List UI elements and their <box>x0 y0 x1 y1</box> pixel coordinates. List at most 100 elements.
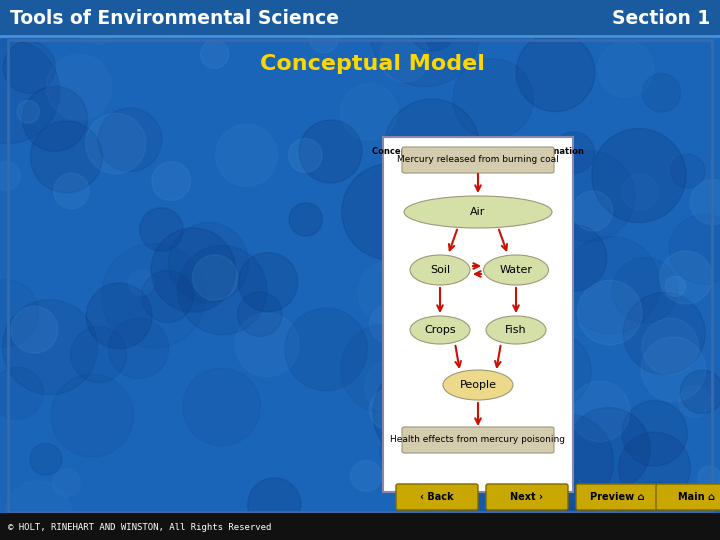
Circle shape <box>614 482 698 540</box>
Circle shape <box>299 120 362 183</box>
Circle shape <box>698 466 720 489</box>
Circle shape <box>238 292 282 336</box>
Text: Next ›: Next › <box>510 492 544 502</box>
Circle shape <box>365 359 422 415</box>
FancyBboxPatch shape <box>402 427 554 453</box>
Circle shape <box>453 59 534 139</box>
Circle shape <box>176 516 220 540</box>
Circle shape <box>0 162 20 190</box>
Circle shape <box>341 84 397 140</box>
Circle shape <box>567 408 650 491</box>
FancyBboxPatch shape <box>656 484 720 510</box>
FancyBboxPatch shape <box>0 0 720 36</box>
Circle shape <box>215 124 278 186</box>
Circle shape <box>235 313 299 377</box>
Circle shape <box>86 283 152 349</box>
Circle shape <box>562 237 660 334</box>
Circle shape <box>71 327 127 382</box>
Circle shape <box>11 306 58 353</box>
Circle shape <box>30 121 102 193</box>
FancyBboxPatch shape <box>396 484 478 510</box>
Circle shape <box>310 24 338 53</box>
Circle shape <box>425 226 488 289</box>
Text: Tools of Environmental Science: Tools of Environmental Science <box>10 9 339 28</box>
Circle shape <box>141 271 194 322</box>
Text: Soil: Soil <box>430 265 450 275</box>
Circle shape <box>0 39 60 144</box>
Ellipse shape <box>443 370 513 400</box>
Circle shape <box>53 469 81 496</box>
Circle shape <box>680 370 720 414</box>
Circle shape <box>46 54 112 120</box>
Circle shape <box>384 99 480 194</box>
Circle shape <box>669 214 720 284</box>
Text: Section 1: Section 1 <box>612 9 710 28</box>
Circle shape <box>622 401 688 466</box>
Circle shape <box>690 179 720 225</box>
Circle shape <box>516 333 591 408</box>
Circle shape <box>178 245 267 335</box>
Circle shape <box>392 343 477 427</box>
Text: People: People <box>459 380 497 390</box>
Circle shape <box>284 308 367 390</box>
Circle shape <box>518 413 613 509</box>
Circle shape <box>641 337 706 402</box>
Text: Health effects from mercury poisoning: Health effects from mercury poisoning <box>390 435 565 444</box>
Circle shape <box>379 32 429 82</box>
Circle shape <box>379 435 413 468</box>
Circle shape <box>200 40 229 69</box>
Circle shape <box>109 319 168 379</box>
Circle shape <box>51 374 134 457</box>
Text: © HOLT, RINEHART AND WINSTON, All Rights Reserved: © HOLT, RINEHART AND WINSTON, All Rights… <box>8 523 271 531</box>
Circle shape <box>679 386 711 417</box>
Circle shape <box>598 41 654 97</box>
Circle shape <box>22 86 87 151</box>
Circle shape <box>592 129 686 222</box>
Circle shape <box>54 173 89 209</box>
Circle shape <box>156 0 197 37</box>
Circle shape <box>98 108 162 172</box>
Circle shape <box>612 258 678 323</box>
Text: Conceptual Model: Conceptual Model <box>260 54 485 74</box>
Circle shape <box>671 154 705 188</box>
Text: Water: Water <box>500 265 533 275</box>
Circle shape <box>540 225 607 292</box>
Circle shape <box>369 389 411 430</box>
Circle shape <box>351 461 382 491</box>
Circle shape <box>342 164 438 260</box>
Circle shape <box>572 191 613 231</box>
Circle shape <box>74 0 120 44</box>
Circle shape <box>140 208 183 251</box>
Text: ‹ Back: ‹ Back <box>420 492 454 502</box>
Ellipse shape <box>486 316 546 344</box>
Text: Preview ⌂: Preview ⌂ <box>590 492 644 502</box>
Circle shape <box>459 264 505 310</box>
Circle shape <box>17 100 40 123</box>
Circle shape <box>581 485 653 540</box>
Circle shape <box>341 325 430 413</box>
Circle shape <box>289 203 323 236</box>
Ellipse shape <box>410 316 470 344</box>
Circle shape <box>373 360 480 467</box>
Circle shape <box>3 41 55 93</box>
Circle shape <box>359 260 423 325</box>
Text: Mercury released from burning coal: Mercury released from burning coal <box>397 156 559 165</box>
Circle shape <box>192 255 238 300</box>
Circle shape <box>102 244 206 348</box>
FancyBboxPatch shape <box>0 513 720 540</box>
Ellipse shape <box>410 255 470 285</box>
Circle shape <box>168 222 248 303</box>
Circle shape <box>30 443 62 475</box>
Circle shape <box>624 293 706 374</box>
Circle shape <box>642 318 698 375</box>
Text: Air: Air <box>470 207 486 217</box>
Circle shape <box>248 478 301 531</box>
Ellipse shape <box>404 196 552 228</box>
Circle shape <box>0 367 43 420</box>
Circle shape <box>577 280 642 345</box>
Circle shape <box>665 276 685 296</box>
Circle shape <box>516 33 595 112</box>
FancyBboxPatch shape <box>402 147 554 173</box>
Circle shape <box>408 3 456 51</box>
Circle shape <box>369 306 408 343</box>
